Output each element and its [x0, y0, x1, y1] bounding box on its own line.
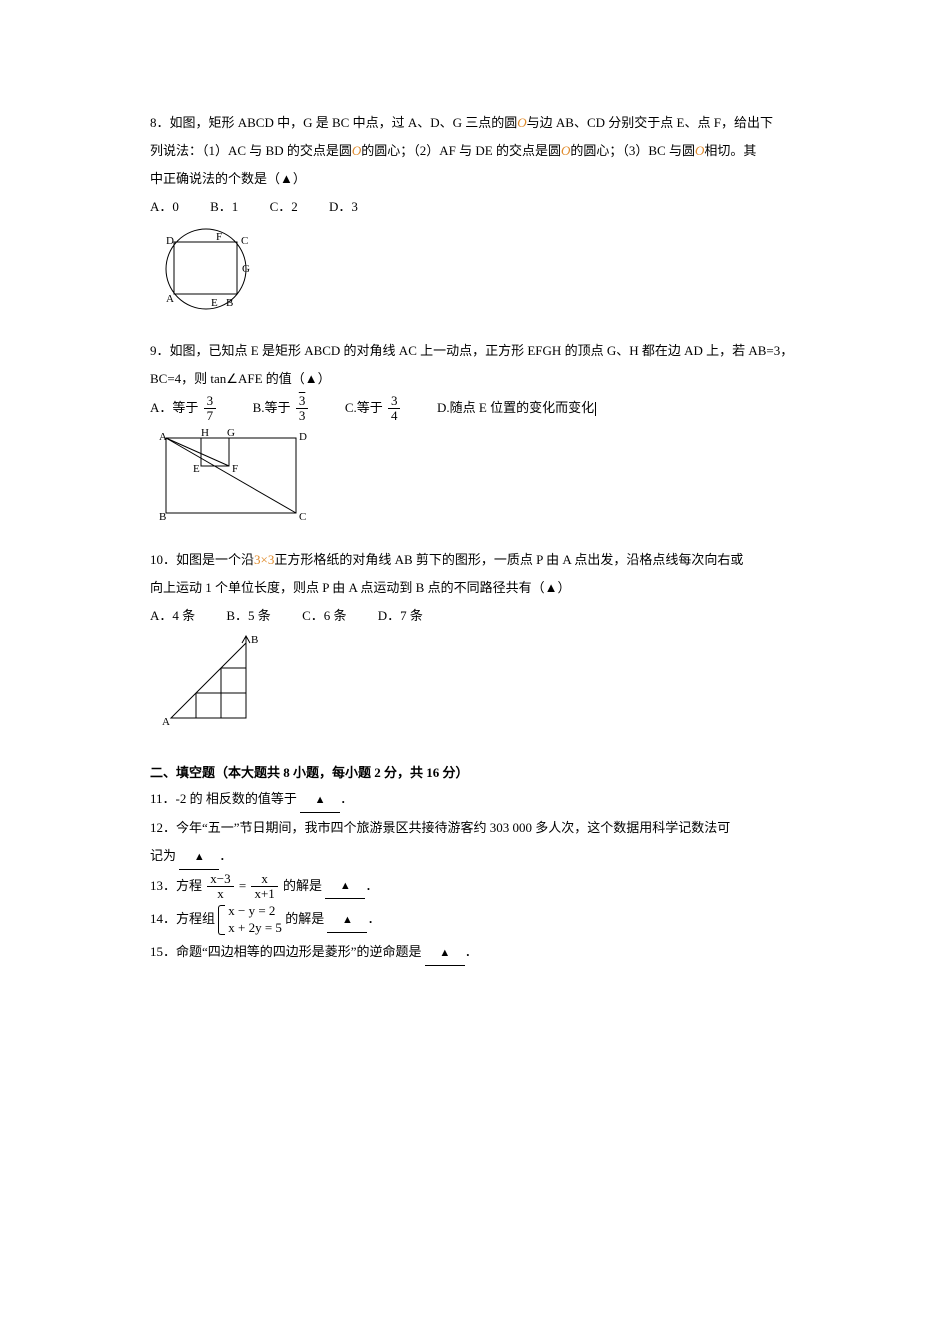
- svg-text:A: A: [162, 716, 170, 728]
- q10-text1a: 10．如图是一个沿: [150, 552, 254, 567]
- q14-pre: 14．方程组: [150, 911, 215, 926]
- q9-opt-b-pre: B.等于: [253, 400, 291, 415]
- circle-o-italic-4: O: [695, 143, 704, 158]
- question-9: 9．如图，已知点 E 是矩形 ABCD 的对角线 AC 上一动点，正方形 EFG…: [150, 338, 795, 537]
- svg-text:D: D: [166, 235, 174, 247]
- q8-opt-a: A．0: [150, 199, 179, 214]
- q14-post: 的解是: [285, 911, 324, 926]
- q12-text2: 记为: [150, 848, 176, 863]
- question-8: 8．如图，矩形 ABCD 中，G 是 BC 中点，过 A、D、G 三点的圆O与边…: [150, 110, 795, 328]
- svg-text:G: G: [242, 263, 250, 275]
- q9-line2: BC=4，则 tan∠AFE 的值（▲）: [150, 366, 795, 392]
- q8-line2: 列说法：（1）AC 与 BD 的交点是圆O的圆心；（2）AF 与 DE 的交点是…: [150, 138, 795, 164]
- question-13: 13．方程 x−3x = xx+1 的解是 ．: [150, 872, 795, 902]
- q13-pre: 13．方程: [150, 877, 202, 892]
- q9-options: A．等于 37 B.等于 33 C.等于 34 D.随点 E 位置的变化而变化: [150, 394, 795, 424]
- q9-opt-d: D.随点 E 位置的变化而变化: [437, 400, 594, 415]
- q9-opt-a-pre: A．等于: [150, 400, 198, 415]
- svg-text:C: C: [299, 511, 306, 523]
- circle-o-italic-3: O: [561, 143, 570, 158]
- q8-opt-c: C．2: [270, 199, 298, 214]
- q10-line2: 向上运动 1 个单位长度，则点 P 由 A 点运动到 B 点的不同路径共有（▲）: [150, 575, 795, 601]
- section-2-title: 二、填空题（本大题共 8 小题，每小题 2 分，共 16 分）: [150, 760, 795, 786]
- q9-line1: 9．如图，已知点 E 是矩形 ABCD 的对角线 AC 上一动点，正方形 EFG…: [150, 338, 795, 364]
- svg-text:F: F: [232, 463, 238, 475]
- fill-blank-15: [425, 939, 465, 966]
- q8-line3: 中正确说法的个数是（▲）: [150, 166, 795, 192]
- q8-figure: D F C G A E B: [156, 224, 795, 328]
- question-15: 15．命题“四边相等的四边形是菱形”的逆命题是 ．: [150, 939, 795, 966]
- fill-blank-13: [325, 872, 365, 899]
- q8-text2d: 相切。其: [704, 143, 756, 158]
- q14-eq2: x + 2y = 5: [228, 920, 282, 937]
- q8-text2a: 列说法：（1）AC 与 BD 的交点是圆: [150, 143, 352, 158]
- q10-text1b: 正方形格纸的对角线 AB 剪下的图形，一质点 P 由 A 点出发，沿格点线每次向…: [274, 552, 743, 567]
- q9-opt-a-frac: 37: [204, 394, 217, 424]
- question-11: 11．-2 的 相反数的值等于 ．: [150, 786, 795, 813]
- q15-tail: ．: [465, 944, 478, 959]
- q13-post: 的解是: [283, 877, 322, 892]
- q10-grid-size: 3×3: [254, 552, 274, 567]
- circle-o-italic-1: O: [517, 115, 526, 130]
- q10-line1: 10．如图是一个沿3×3正方形格纸的对角线 AB 剪下的图形，一质点 P 由 A…: [150, 547, 795, 573]
- circle-o-italic-2: O: [352, 143, 361, 158]
- svg-text:A: A: [159, 431, 167, 443]
- q8-text1: 8．如图，矩形 ABCD 中，G 是 BC 中点，过 A、D、G 三点的圆: [150, 115, 517, 130]
- q8-text2c: 的圆心；（3）BC 与圆: [570, 143, 695, 158]
- q8-text2b: 的圆心；（2）AF 与 DE 的交点是圆: [361, 143, 561, 158]
- question-12-line1: 12．今年“五一”节日期间，我市四个旅游景区共接待游客约 303 000 多人次…: [150, 815, 795, 841]
- q8-opt-b: B．1: [210, 199, 238, 214]
- svg-text:F: F: [216, 231, 222, 243]
- svg-text:C: C: [241, 235, 248, 247]
- q13-eq: =: [239, 877, 246, 892]
- svg-text:G: G: [227, 428, 235, 439]
- q15-text: 15．命题“四边相等的四边形是菱形”的逆命题是: [150, 944, 422, 959]
- q8-options: A．0 B．1 C．2 D．3: [150, 199, 358, 214]
- q14-tail: ．: [367, 911, 380, 926]
- svg-text:H: H: [201, 428, 209, 439]
- question-10: 10．如图是一个沿3×3正方形格纸的对角线 AB 剪下的图形，一质点 P 由 A…: [150, 547, 795, 742]
- svg-text:B: B: [251, 634, 258, 646]
- svg-text:B: B: [159, 511, 166, 523]
- q10-opt-a: A．4 条: [150, 608, 195, 623]
- q13-right-frac: xx+1: [251, 872, 277, 902]
- svg-text:E: E: [211, 297, 218, 309]
- fill-blank-14: [327, 906, 367, 933]
- q11-tail: ．: [340, 791, 353, 806]
- q13-left-frac: x−3x: [207, 872, 233, 902]
- q10-opt-c: C．6 条: [302, 608, 346, 623]
- q10-opt-d: D．7 条: [378, 608, 423, 623]
- q11-text: 11．-2 的 相反数的值等于: [150, 791, 297, 806]
- svg-text:E: E: [193, 463, 200, 475]
- fill-blank-11: [300, 786, 340, 813]
- question-14: 14．方程组 x − y = 2 x + 2y = 5 的解是 ．: [150, 903, 795, 937]
- svg-text:B: B: [226, 297, 233, 309]
- q9-opt-b-frac: 33: [296, 394, 309, 424]
- q13-tail: ．: [365, 877, 378, 892]
- q14-system: x − y = 2 x + 2y = 5: [218, 903, 282, 937]
- q12-tail: ．: [219, 848, 232, 863]
- svg-text:D: D: [299, 431, 307, 443]
- q8-line1: 8．如图，矩形 ABCD 中，G 是 BC 中点，过 A、D、G 三点的圆O与边…: [150, 110, 795, 136]
- q9-opt-c-pre: C.等于: [345, 400, 383, 415]
- q8-opt-d: D．3: [329, 199, 358, 214]
- q10-opt-b: B．5 条: [226, 608, 270, 623]
- q14-eq1: x − y = 2: [228, 903, 282, 920]
- question-12-line2: 记为 ．: [150, 843, 795, 870]
- q9-opt-c-frac: 34: [388, 394, 401, 424]
- q8-text1b: 与边 AB、CD 分别交于点 E、点 F，给出下: [527, 115, 773, 130]
- q10-options: A．4 条 B．5 条 C．6 条 D．7 条: [150, 608, 423, 623]
- q10-figure: A B: [156, 633, 795, 742]
- fill-blank-12: [179, 843, 219, 870]
- text-cursor-icon: [595, 402, 596, 416]
- svg-text:A: A: [166, 293, 174, 305]
- q9-figure: A H G D E F B C: [156, 428, 795, 537]
